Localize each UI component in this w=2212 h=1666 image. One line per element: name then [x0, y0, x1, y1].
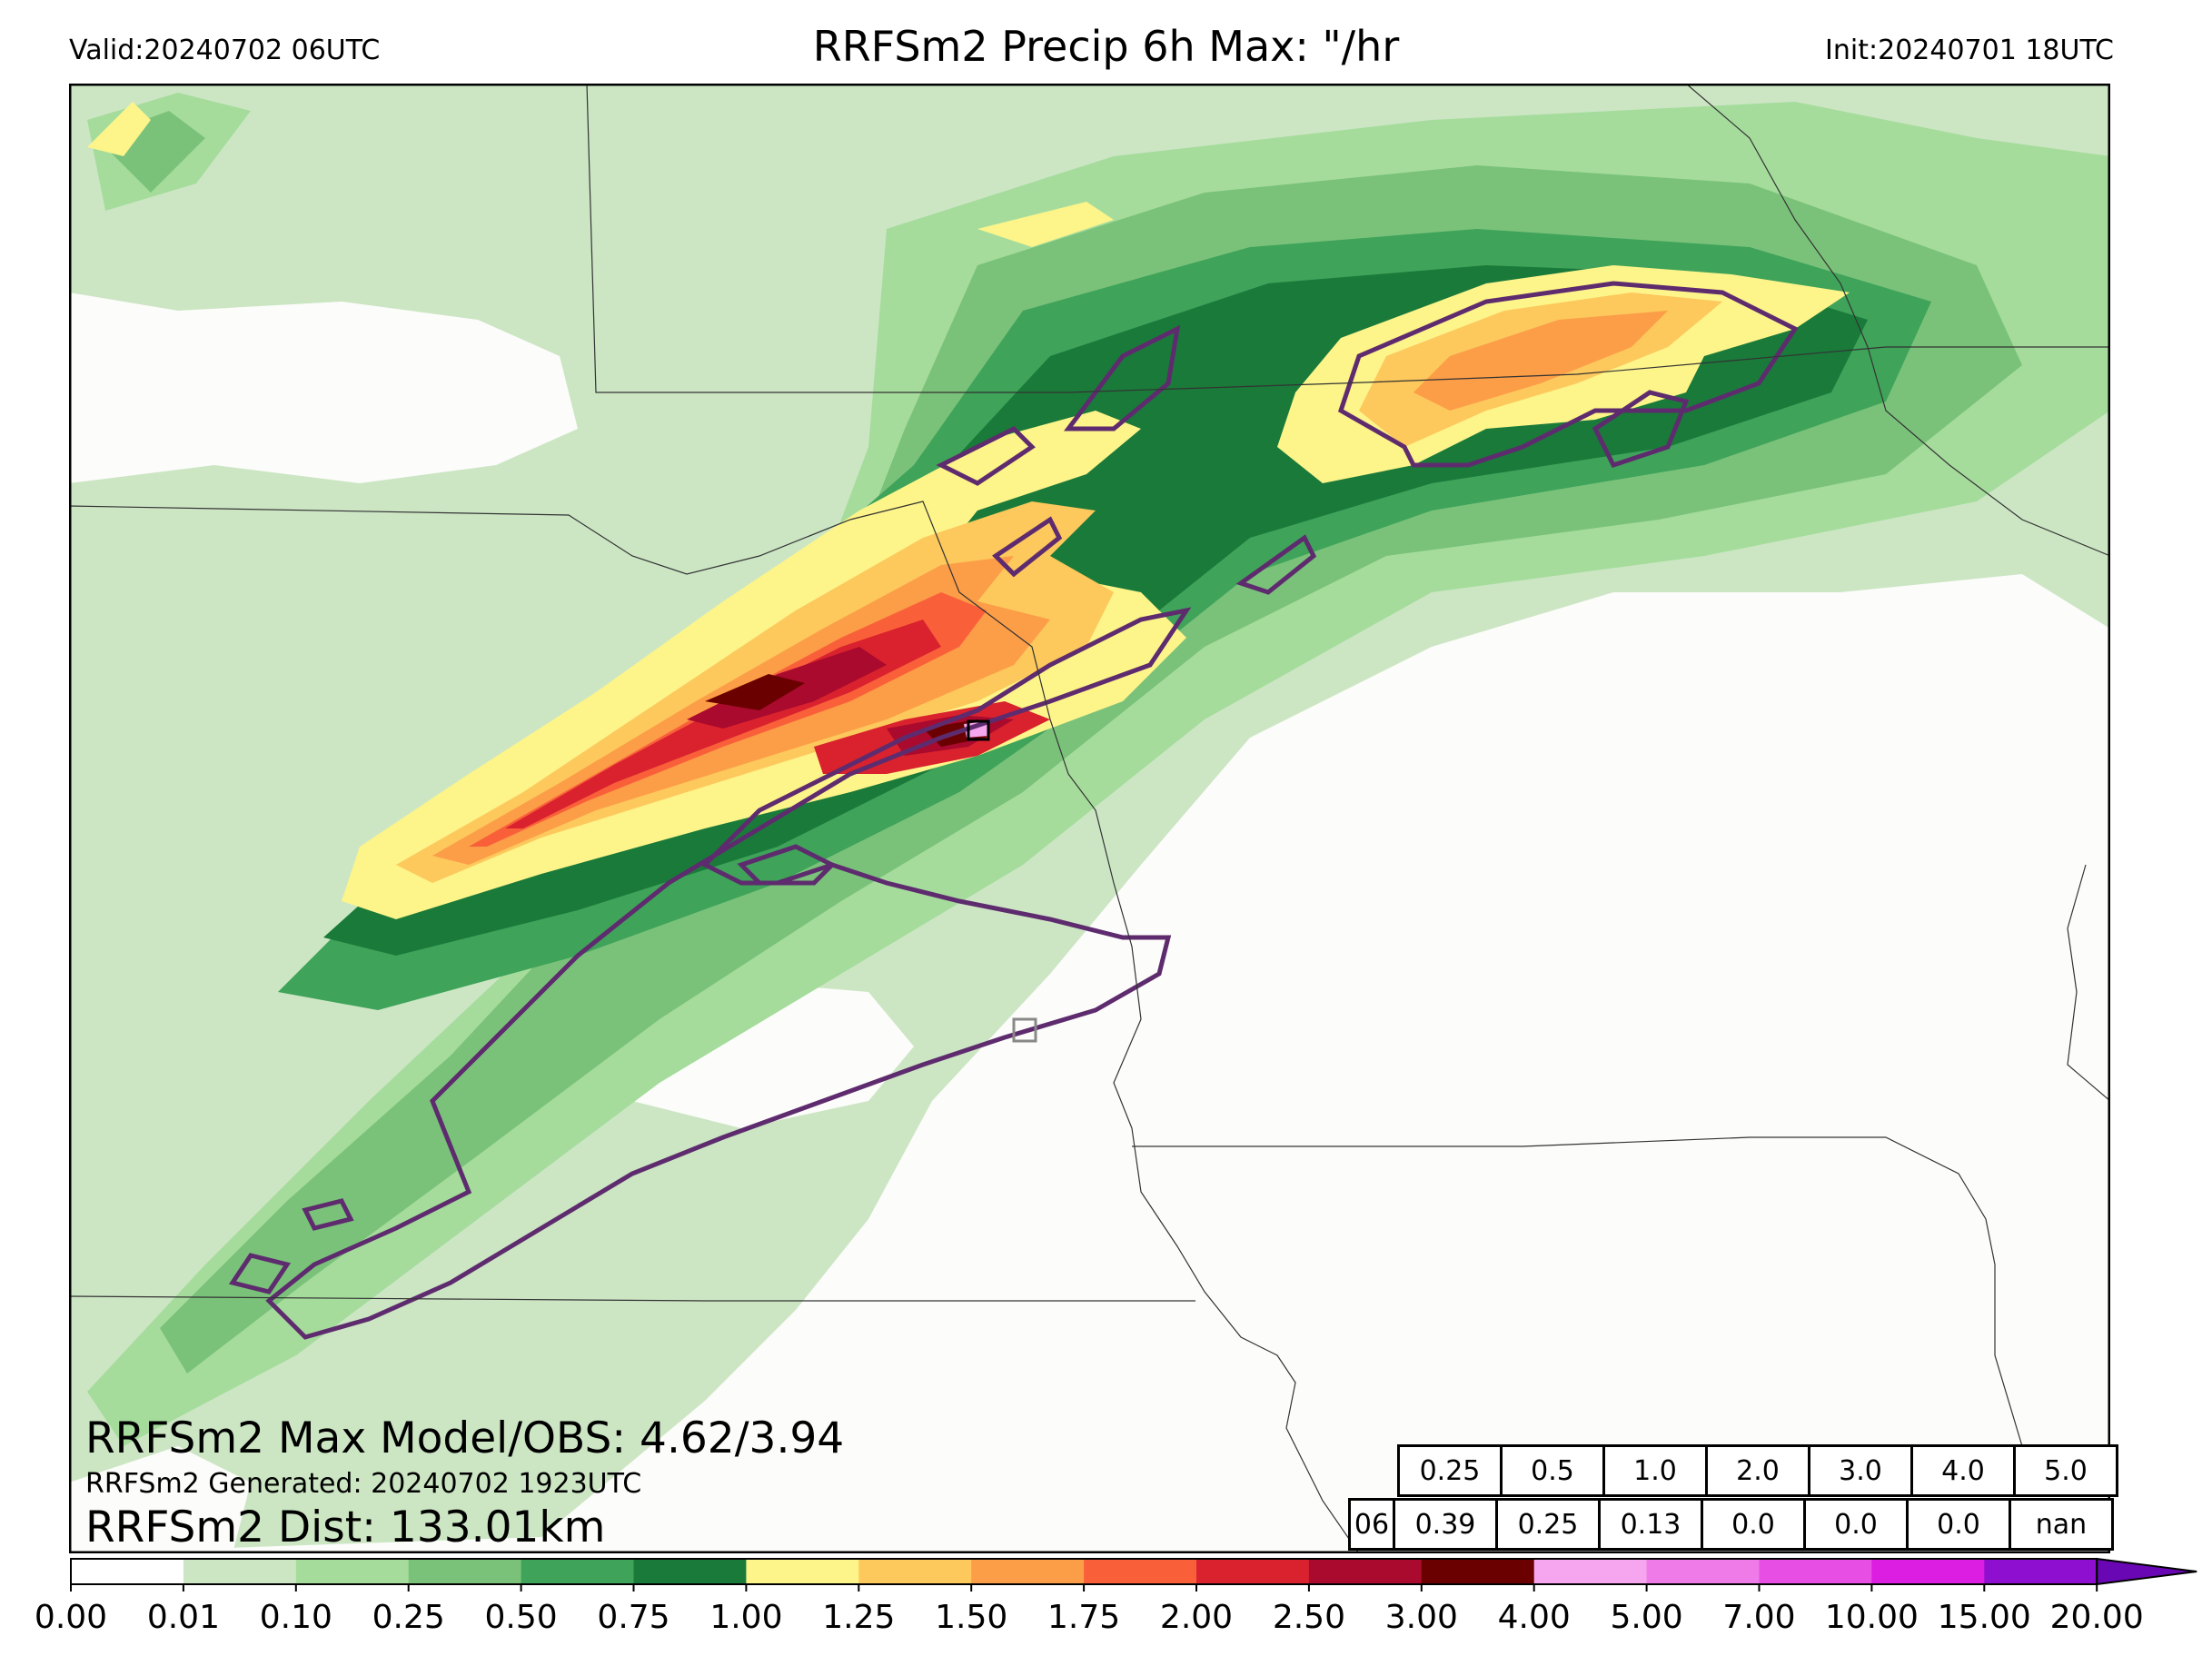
colorbar-segment — [1533, 1559, 1648, 1584]
max-model-obs-stat: RRFSm2 Max Model/OBS: 4.62/3.94 — [85, 1413, 845, 1463]
state-border — [69, 1295, 1195, 1302]
colorbar-tick-label: 1.75 — [1047, 1599, 1121, 1636]
threshold-value: nan — [2009, 1498, 2114, 1551]
map-title: RRFSm2 Precip 6h Max: "/hr — [812, 22, 1400, 71]
threshold-header: 5.0 — [2013, 1444, 2118, 1497]
precip-band-1.00 — [87, 102, 151, 156]
colorbar-segment — [1196, 1559, 1310, 1584]
colorbar-tick-label: 15.00 — [1937, 1599, 2031, 1636]
max-site-marker — [967, 719, 990, 741]
clear-area — [69, 1446, 251, 1553]
colorbar-tick-label: 20.00 — [2049, 1599, 2144, 1636]
threshold-value: 0.13 — [1598, 1498, 1703, 1551]
colorbar-segment — [1308, 1559, 1423, 1584]
threshold-header: 2.0 — [1705, 1444, 1810, 1497]
threshold-value: 0.0 — [1701, 1498, 1806, 1551]
colorbar-tick-label: 0.75 — [597, 1599, 670, 1636]
colorbar-tick-label: 5.00 — [1610, 1599, 1683, 1636]
colorbar-tick-label: 3.00 — [1384, 1599, 1458, 1636]
init-time-label: Init:20240701 18UTC — [1825, 35, 2114, 66]
obs-contour — [936, 425, 1036, 486]
colorbar-tick-label: 7.00 — [1722, 1599, 1796, 1636]
colorbar-tick-label: 0.00 — [34, 1599, 108, 1636]
obs-contour — [992, 516, 1063, 578]
precip-map — [69, 84, 2110, 1553]
colorbar-tick-label: 0.10 — [259, 1599, 332, 1636]
threshold-value: 0.0 — [1803, 1498, 1909, 1551]
precip-band-1.50 — [1413, 311, 1668, 411]
colorbar-segment — [183, 1559, 297, 1584]
colorbar-tick-label: 1.00 — [709, 1599, 783, 1636]
threshold-header: 4.0 — [1910, 1444, 2016, 1497]
threshold-value: 0.25 — [1495, 1498, 1601, 1551]
colorbar — [70, 1557, 2197, 1592]
colorbar-tick-label: 2.50 — [1272, 1599, 1345, 1636]
state-border — [1685, 84, 2110, 557]
obs-site-marker — [1012, 1017, 1037, 1043]
colorbar-segment — [1084, 1559, 1197, 1584]
threshold-header: 3.0 — [1808, 1444, 1913, 1497]
obs-contour — [1592, 390, 1690, 469]
obs-contour — [228, 1253, 292, 1294]
colorbar-segment — [1871, 1559, 1985, 1584]
colorbar-segment — [1984, 1559, 2098, 1584]
colorbar-segment — [858, 1559, 972, 1584]
colorbar-segment — [1646, 1559, 1760, 1584]
threshold-header: 1.0 — [1602, 1444, 1708, 1497]
colorbar-tick-label: 4.00 — [1497, 1599, 1571, 1636]
colorbar-segment — [1759, 1559, 1872, 1584]
threshold-header: 0.25 — [1397, 1444, 1503, 1497]
obs-contour — [737, 844, 837, 886]
colorbar-segment — [746, 1559, 859, 1584]
threshold-header: 0.5 — [1500, 1444, 1605, 1497]
state-border — [69, 501, 1360, 1553]
precip-band-1.00 — [977, 202, 1114, 247]
threshold-value: 0.39 — [1393, 1498, 1498, 1551]
obs-contour — [1064, 324, 1181, 431]
generated-stat: RRFSm2 Generated: 20240702 1923UTC — [85, 1468, 642, 1500]
colorbar-segment — [521, 1559, 634, 1584]
colorbar-segment — [971, 1559, 1085, 1584]
colorbar-segment — [71, 1559, 184, 1584]
colorbar-tick-label: 2.00 — [1159, 1599, 1234, 1636]
colorbar-extend-arrow — [2096, 1557, 2197, 1586]
colorbar-segment — [408, 1559, 522, 1584]
obs-contour — [265, 607, 1192, 1340]
colorbar-tick-label: 10.00 — [1824, 1599, 1919, 1636]
colorbar-tick-label: 1.50 — [935, 1599, 1008, 1636]
clear-area — [69, 293, 578, 483]
distance-stat: RRFSm2 Dist: 133.01km — [85, 1502, 606, 1552]
threshold-value: 0.0 — [1906, 1498, 2011, 1551]
state-border — [2067, 864, 2110, 1102]
colorbar-segment — [1421, 1559, 1535, 1584]
obs-contour — [302, 1198, 354, 1231]
colorbar-segment — [633, 1559, 747, 1584]
threshold-header-table: 0.25 0.5 1.0 2.0 3.0 4.0 5.0 — [1397, 1444, 2118, 1497]
colorbar-segment — [295, 1559, 410, 1584]
map-frame — [69, 84, 2110, 1553]
threshold-row-label: 06 — [1348, 1498, 1395, 1551]
colorbar-tick-label: 0.50 — [484, 1599, 558, 1636]
colorbar-tick-label: 1.25 — [822, 1599, 896, 1636]
state-border — [586, 84, 2110, 393]
valid-time-label: Valid:20240702 06UTC — [69, 35, 381, 66]
state-border — [1132, 1136, 2110, 1465]
precip-band-3.00 — [705, 674, 805, 710]
obs-contour — [1235, 534, 1317, 595]
colorbar-tick-label: 0.25 — [372, 1599, 445, 1636]
colorbar-tick-label: 0.01 — [146, 1599, 220, 1636]
threshold-values-table: 06 0.39 0.25 0.13 0.0 0.0 0.0 nan — [1348, 1498, 2114, 1551]
